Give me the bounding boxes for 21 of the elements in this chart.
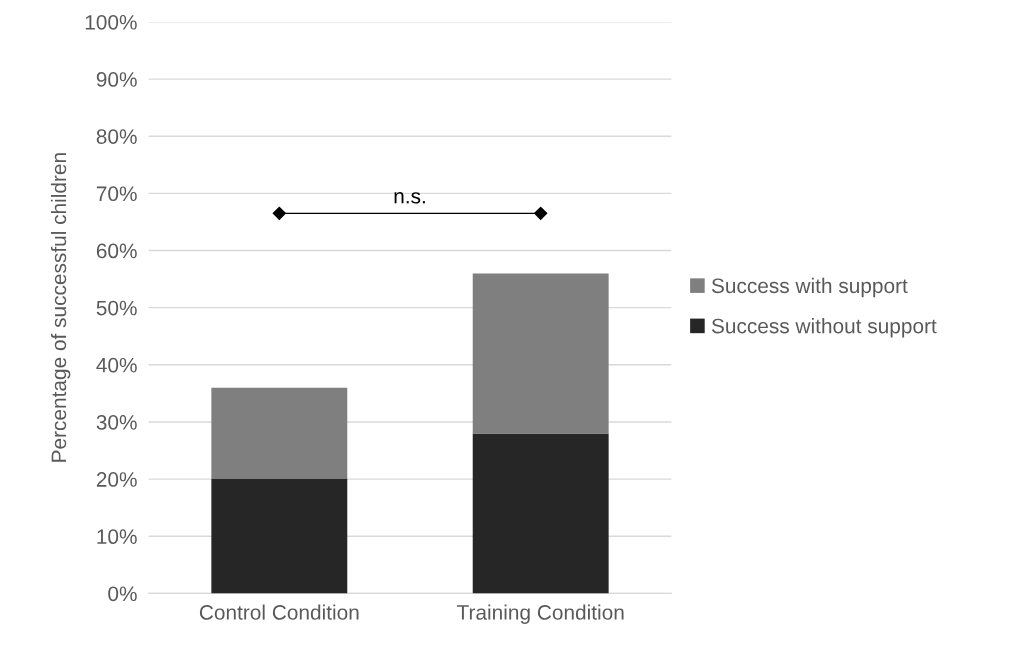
y-tick-label: 100%	[85, 14, 137, 30]
y-axis-title: Percentage of successful children	[50, 153, 71, 462]
y-tick-label: 40%	[96, 357, 137, 373]
y-tick-label: 30%	[96, 414, 137, 430]
bar	[472, 273, 609, 434]
y-tick-label: 20%	[96, 472, 137, 487]
y-tick-label: 60%	[96, 243, 137, 259]
annotation: n.s.	[394, 192, 425, 204]
y-tick-label: 80%	[96, 129, 137, 144]
legend-label: Success with support	[711, 277, 908, 298]
y-tick-label: 0%	[108, 586, 137, 602]
legend-label: Success without support	[711, 318, 937, 338]
y-tick-label: 50%	[96, 300, 137, 316]
bar	[211, 479, 348, 594]
y-tick-label: 70%	[96, 186, 137, 202]
bar	[472, 433, 609, 594]
x-tick-label: Training Condition	[457, 604, 624, 624]
bar	[211, 387, 348, 480]
y-tick-label: 10%	[97, 529, 137, 545]
y-tick-label: 90%	[96, 72, 137, 87]
x-tick-label: Control Condition	[199, 604, 359, 620]
